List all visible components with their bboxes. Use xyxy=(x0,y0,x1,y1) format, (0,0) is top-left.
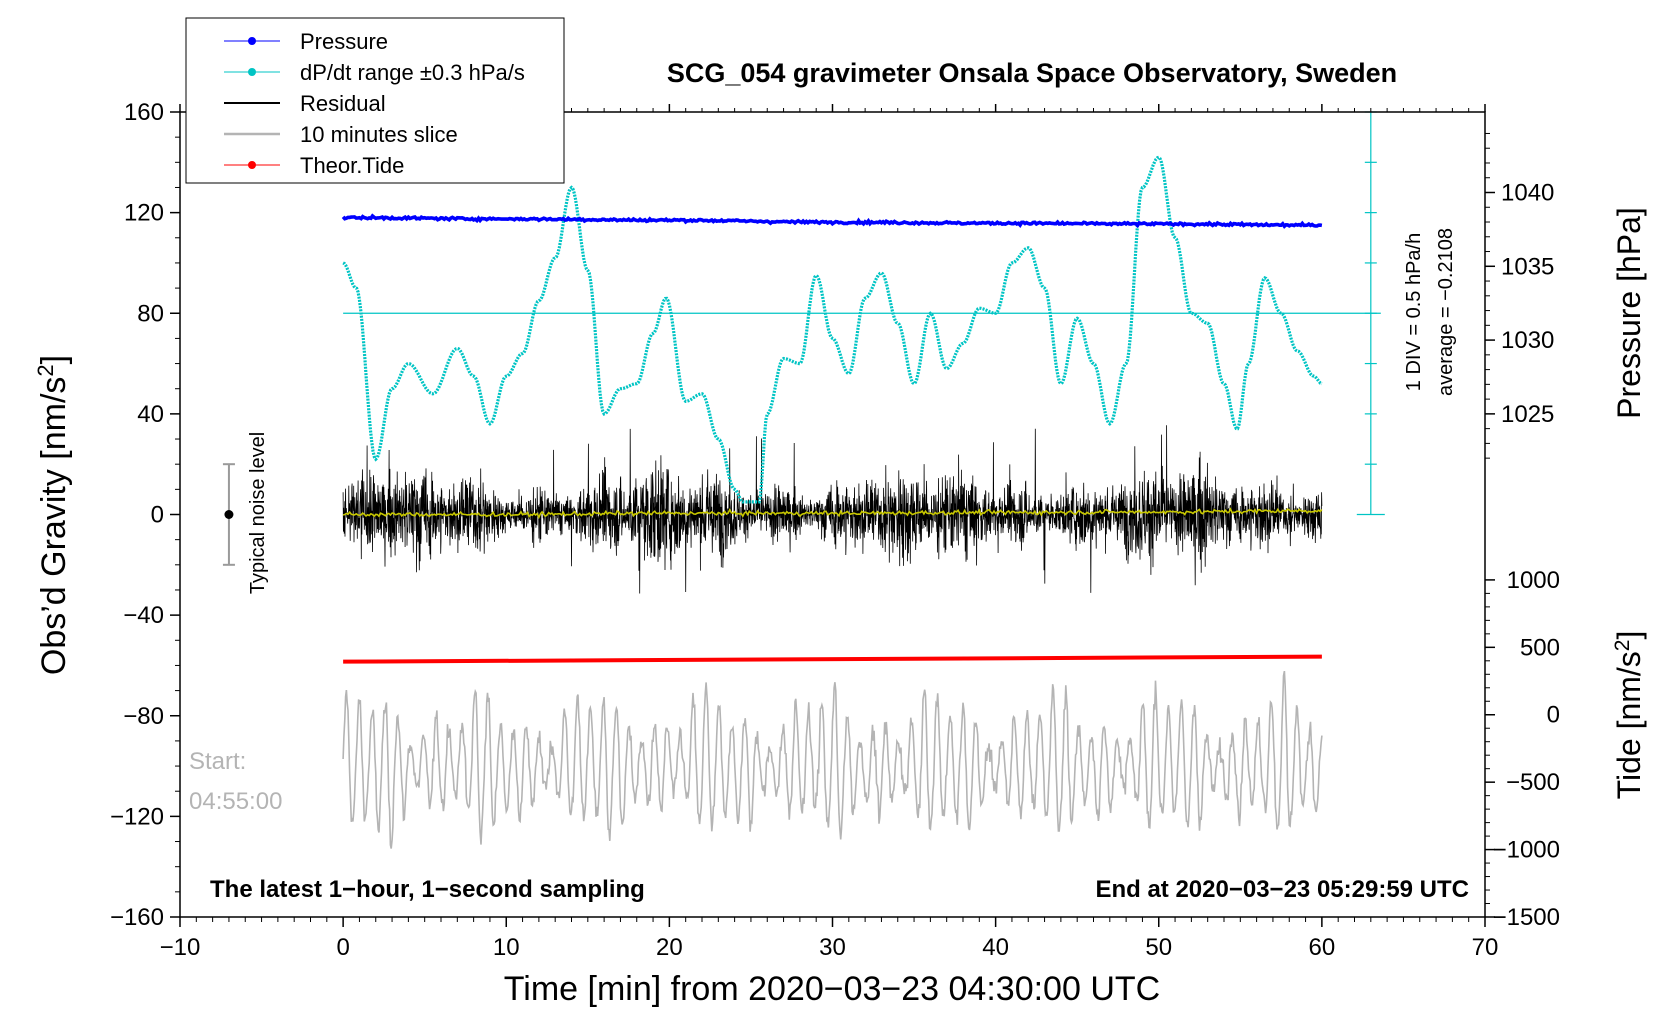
chart-title: SCG_054 gravimeter Onsala Space Observat… xyxy=(667,58,1397,88)
y-axis-title-main: Obs’d Gravity [nm/s xyxy=(35,377,73,676)
y-tick-label: −80 xyxy=(123,703,164,730)
legend-marker xyxy=(248,68,256,76)
x-axis: −10 0 10 20 30 40 50 60 70 xyxy=(160,104,1499,961)
dpdt-line xyxy=(342,155,1323,504)
ten-minute-slice-series xyxy=(342,670,1323,849)
tide-tick-label: −1000 xyxy=(1493,837,1560,864)
x-tick-label: 60 xyxy=(1309,934,1336,961)
pressure-tick-label: 1030 xyxy=(1501,327,1554,354)
legend-box xyxy=(185,17,565,184)
y-axis-title: Obs’d Gravity [nm/s2] xyxy=(33,355,74,675)
dpdt-average-label: average = −0.2108 xyxy=(1435,228,1457,396)
note-left: The latest 1−hour, 1−second sampling xyxy=(210,876,645,903)
y-tick-label: −120 xyxy=(110,803,164,830)
pressure-series xyxy=(341,213,1323,229)
noise-level-marker xyxy=(222,463,235,566)
y-axis-title-sup: 2 xyxy=(33,364,58,376)
residual-smoothed-line xyxy=(342,507,1323,520)
tide-tick-label: 500 xyxy=(1520,634,1560,661)
legend-marker xyxy=(248,37,256,45)
pressure-axis: 1025 1030 1035 1040 xyxy=(1485,132,1554,459)
y-tick-label: 160 xyxy=(124,99,164,126)
tide-tick-label: −1500 xyxy=(1493,904,1560,931)
x-tick-label: 40 xyxy=(982,934,1009,961)
tide-tick-label: −500 xyxy=(1506,769,1560,796)
ten-minute-slice-line xyxy=(342,670,1323,849)
theoretical-tide-series xyxy=(343,654,1322,664)
dpdt-scale xyxy=(343,111,1385,516)
x-tick-label: 70 xyxy=(1472,934,1499,961)
y-tick-label: 40 xyxy=(137,401,164,428)
dpdt-series xyxy=(342,155,1323,504)
y-tick-label: −160 xyxy=(110,904,164,931)
residual-line xyxy=(342,425,1323,594)
x-tick-label: −10 xyxy=(160,934,201,961)
noise-level-label: Typical noise level xyxy=(247,432,269,594)
x-tick-label: 50 xyxy=(1145,934,1172,961)
legend-label: dP/dt range ±0.3 hPa/s xyxy=(300,60,525,85)
residual-smoothed-series xyxy=(342,507,1323,520)
tide-axis: 1000 500 0 −500 −1000 −1500 xyxy=(1485,567,1560,931)
legend-label: Pressure xyxy=(300,29,388,54)
pressure-tick-label: 1040 xyxy=(1501,180,1554,207)
y-tick-label: −40 xyxy=(123,602,164,629)
y-tick-label: 0 xyxy=(151,502,164,529)
y-axis: −160 −120 −80 −40 0 40 80 120 160 xyxy=(110,99,180,931)
dpdt-div-label: 1 DIV = 0.5 hPa/h xyxy=(1403,233,1425,391)
x-tick-label: 30 xyxy=(819,934,846,961)
y-tick-label: 80 xyxy=(137,300,164,327)
pressure-axis-title: Pressure [hPa] xyxy=(1611,207,1647,419)
tide-axis-title: Tide [nm/s2] xyxy=(1611,631,1648,800)
tide-tick-label: 0 xyxy=(1547,702,1560,729)
pressure-tick-label: 1025 xyxy=(1501,401,1554,428)
tide-tick-label: 1000 xyxy=(1507,567,1560,594)
legend-label: 10 minutes slice xyxy=(300,122,458,147)
tide-axis-title-end: ] xyxy=(1611,631,1647,640)
x-tick-label: 20 xyxy=(656,934,683,961)
tide-axis-title-sup: 2 xyxy=(1611,640,1634,652)
theoretical-tide-line xyxy=(343,654,1322,664)
legend: Pressure dP/dt range ±0.3 hPa/s Residual 10… xyxy=(185,17,565,184)
note-right: End at 2020−03−23 05:29:59 UTC xyxy=(1095,876,1469,903)
x-tick-label: 10 xyxy=(493,934,520,961)
y-axis-title-end: ] xyxy=(35,355,73,364)
x-tick-label: 0 xyxy=(336,934,349,961)
noise-center-dot xyxy=(224,510,234,519)
y-tick-label: 120 xyxy=(124,200,164,227)
start-label: Start: xyxy=(189,748,246,775)
pressure-line xyxy=(341,213,1323,229)
legend-label: Residual xyxy=(300,91,386,116)
pressure-tick-label: 1035 xyxy=(1501,253,1554,280)
start-time: 04:55:00 xyxy=(189,788,282,815)
x-axis-title: Time [min] from 2020−03−23 04:30:00 UTC xyxy=(504,970,1160,1008)
legend-label: Theor.Tide xyxy=(300,153,404,178)
legend-marker xyxy=(248,161,256,169)
tide-axis-title-main: Tide [nm/s xyxy=(1611,651,1647,799)
residual-series xyxy=(342,425,1323,594)
